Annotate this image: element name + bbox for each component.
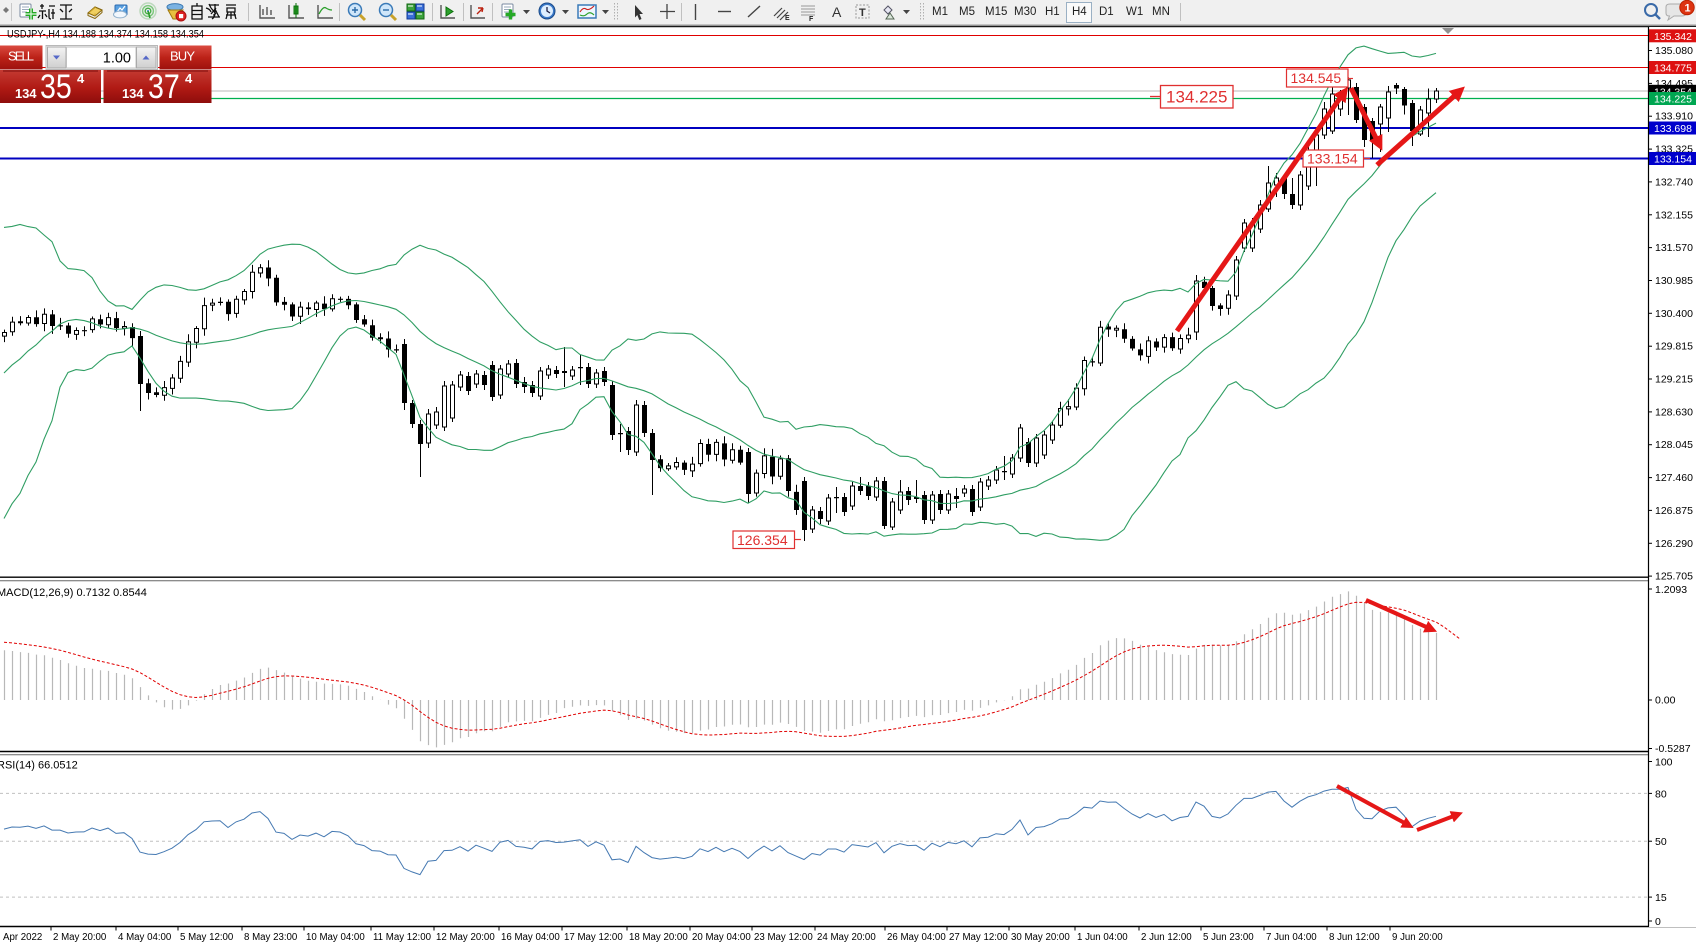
svg-text:4: 4 [185,71,193,86]
svg-text:30 May 20:00: 30 May 20:00 [1011,932,1070,943]
svg-text:80: 80 [1655,788,1667,800]
svg-text:4 May 04:00: 4 May 04:00 [118,932,172,943]
svg-text:134: 134 [122,86,144,101]
svg-text:9 Jun 20:00: 9 Jun 20:00 [1392,932,1443,943]
svg-text:W1: W1 [1126,6,1143,18]
svg-text:130.985: 130.985 [1655,275,1693,287]
svg-text:M30: M30 [1014,6,1036,18]
svg-text:128.045: 128.045 [1655,439,1693,451]
svg-text:127.460: 127.460 [1655,472,1693,484]
svg-text:130.400: 130.400 [1655,308,1693,320]
svg-text:5 Jun 23:00: 5 Jun 23:00 [1203,932,1254,943]
svg-text:100: 100 [1655,757,1673,769]
svg-text:132.155: 132.155 [1655,209,1693,221]
svg-text:T: T [859,7,866,19]
svg-text:15: 15 [1655,892,1667,904]
svg-text:128.630: 128.630 [1655,406,1693,418]
svg-text:M5: M5 [959,6,975,18]
svg-text:1.2093: 1.2093 [1655,584,1687,596]
svg-text:M1: M1 [932,6,948,18]
svg-text:8 Jun 12:00: 8 Jun 12:00 [1329,932,1380,943]
svg-text:133.698: 133.698 [1654,123,1692,135]
svg-text:1: 1 [1685,3,1691,15]
svg-text:24 May 20:00: 24 May 20:00 [817,932,876,943]
svg-text:134.775: 134.775 [1654,63,1692,75]
svg-text:135.080: 135.080 [1655,45,1693,57]
svg-text:1.00: 1.00 [103,51,131,67]
svg-text:SELL: SELL [8,49,34,64]
svg-text:23 May 12:00: 23 May 12:00 [754,932,813,943]
svg-text:17 May 12:00: 17 May 12:00 [564,932,623,943]
svg-text:A: A [832,4,842,20]
svg-text:131.570: 131.570 [1655,242,1693,254]
svg-text:134: 134 [15,86,37,101]
svg-text:134.225: 134.225 [1166,88,1227,107]
svg-text:12 May 20:00: 12 May 20:00 [436,932,495,943]
svg-text:RSI(14) 66.0512: RSI(14) 66.0512 [0,760,78,772]
svg-text:20 May 04:00: 20 May 04:00 [692,932,751,943]
svg-text:-0.5287: -0.5287 [1655,743,1691,755]
svg-text:27 May 12:00: 27 May 12:00 [949,932,1008,943]
svg-text:7 Jun 04:00: 7 Jun 04:00 [1266,932,1317,943]
svg-text:10 May 04:00: 10 May 04:00 [306,932,365,943]
svg-text:D1: D1 [1099,6,1114,18]
svg-text:126.354: 126.354 [737,532,788,548]
svg-text:0: 0 [1655,916,1661,928]
svg-text:125.705: 125.705 [1655,571,1693,583]
svg-text:133.154: 133.154 [1654,154,1692,166]
svg-text:35: 35 [40,68,72,106]
svg-text:H4: H4 [1072,6,1087,18]
svg-text:8 May 23:00: 8 May 23:00 [244,932,298,943]
svg-text:26 May 04:00: 26 May 04:00 [887,932,946,943]
svg-text:F: F [809,16,814,23]
svg-text:133.154: 133.154 [1307,151,1358,167]
svg-text:134.225: 134.225 [1654,94,1692,106]
svg-text:11 May 12:00: 11 May 12:00 [373,932,432,943]
svg-text:M15: M15 [985,6,1007,18]
svg-text:H1: H1 [1045,6,1060,18]
svg-text:1 Jun 04:00: 1 Jun 04:00 [1077,932,1128,943]
svg-text:5 May 12:00: 5 May 12:00 [180,932,234,943]
svg-text:129.815: 129.815 [1655,341,1693,353]
svg-text:132.740: 132.740 [1655,176,1693,188]
svg-text:126.290: 126.290 [1655,538,1693,550]
svg-text:2 May 20:00: 2 May 20:00 [53,932,107,943]
svg-text:Apr 2022: Apr 2022 [3,932,42,943]
svg-text:E: E [785,15,790,22]
svg-text:0.00: 0.00 [1655,695,1676,707]
svg-text:135.342: 135.342 [1654,31,1692,43]
svg-text:4: 4 [77,71,85,86]
svg-text:MACD(12,26,9) 0.7132 0.8544: MACD(12,26,9) 0.7132 0.8544 [0,587,147,599]
svg-text:50: 50 [1655,836,1667,848]
svg-text:134.545: 134.545 [1291,70,1342,86]
svg-text:2 Jun 12:00: 2 Jun 12:00 [1141,932,1192,943]
svg-text:USDJPY-,H4 134.188 134.374 13: USDJPY-,H4 134.188 134.374 134.158 134.3… [7,29,204,41]
svg-text:16 May 04:00: 16 May 04:00 [501,932,560,943]
svg-text:129.215: 129.215 [1655,374,1693,386]
svg-text:MN: MN [1152,6,1170,18]
svg-text:133.910: 133.910 [1655,111,1693,123]
svg-text:BUY: BUY [170,49,195,64]
svg-text:126.875: 126.875 [1655,505,1693,517]
svg-text:37: 37 [148,68,180,106]
svg-text:18 May 20:00: 18 May 20:00 [629,932,688,943]
